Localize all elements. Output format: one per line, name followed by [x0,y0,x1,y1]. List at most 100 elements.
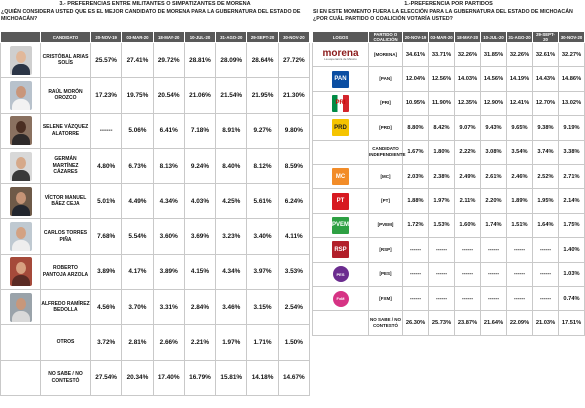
percentage-cell: 1.60% [454,212,481,239]
percentage-cell: 12.41% [506,90,533,117]
logo-text: morena [322,47,359,59]
percentage-cell: 4.11% [277,218,311,255]
logo-cell: PVEM [312,212,369,239]
percentage-cell: 2.20% [480,188,507,214]
percentage-cell: 9.07% [454,115,481,141]
logo-cell [312,139,369,165]
percentage-cell: 1.75% [558,212,585,239]
percentage-cell: 0.74% [558,285,585,312]
photo-head [15,191,26,204]
logo-cell: morena La esperanza de México [312,41,369,68]
photo-torso [11,169,30,181]
panel-question: ¿QUIÉN CONSIDERA USTED QUE ES EL MEJOR C… [1,9,301,22]
candidate-name: RAÚL MORÓN OROZCO [40,77,91,114]
percentage-cell: 25.57% [89,41,123,79]
percentage-cell: 21.54% [215,77,248,114]
party-row: PT [PT] 1.88% 1.97% 2.11% 2.20% 1.89% 1.95% 2.14… [312,188,585,214]
candidate-photo [9,186,32,216]
percentage-cell: 9.43% [480,115,507,141]
percentage-cell: 1.03% [558,261,585,287]
percentage-cell: 2.49% [454,163,481,190]
percentage-cell: 33.71% [428,41,455,68]
panel-title: 3.- PREFERENCIAS ENTRE MILITANTES O SIMP… [59,1,251,7]
party-label: [MC] [368,163,403,190]
percentage-cell: 2.71% [558,163,585,190]
percentage-cell: 7.18% [183,112,217,149]
percentage-cell: 20.54% [152,77,185,114]
date-column-header: 30-NOV-20 [558,31,585,43]
percentage-cell: 4.25% [215,183,248,220]
photo-cell [0,147,41,185]
percentage-cell: ------ [402,261,429,287]
percentage-cell: 3.46% [215,289,248,326]
percentage-cell: 9.65% [506,115,533,141]
party-label: [RSP] [368,237,403,263]
party-label: CANDIDATO INDEPENDIENTE [368,139,406,165]
percentage-cell: 2.03% [402,163,429,190]
percentage-cell: ------ [506,237,533,263]
percentage-cell: 3.15% [246,289,279,326]
party-row: PAN [PAN] 12.04% 12.56% 14.03% 14.56% 14.19% 14… [312,66,585,92]
percentage-cell: 12.70% [532,90,559,117]
rsp-logo: RSP [332,241,349,259]
percentage-cell: 14.19% [506,66,533,92]
percentage-cell: 14.18% [246,359,279,396]
percentage-cell: 23.87% [454,310,481,336]
percentage-cell: 16.79% [183,359,217,396]
percentage-cell: 1.50% [277,324,311,361]
percentage-cell: 1.74% [480,212,507,239]
candidate-row: SELENE VÁZQUEZ ALATORRE ------ 5.06% 6.41% 7… [0,112,311,149]
percentage-cell: 3.54% [506,139,533,165]
party-column-header: PARTIDO O COALICIÓN [368,31,403,43]
percentage-cell: ------ [428,237,455,263]
percentage-cell: 21.03% [532,310,559,336]
pes-logo: PES [332,266,349,283]
photo-head [15,121,26,134]
party-label: [PRD] [368,115,403,141]
percentage-cell: 1.95% [532,188,559,214]
candidate-row: CRISTÓBAL ARIAS SOLÍS 25.57% 27.41% 29.72% 2… [0,41,311,79]
photo-head [15,156,26,169]
percentage-cell: 2.84% [183,289,217,326]
date-column-header: 31-AGO-20 [215,31,248,43]
logos-column-header: LOGOS [312,31,369,43]
percentage-cell: ------ [428,285,455,312]
photo-cell [0,289,41,326]
party-row: PRI [PRI] 10.95% 11.90% 12.35% 12.90% 12.41% 12… [312,90,585,117]
percentage-cell: ------ [402,237,429,263]
percentage-cell: 3.60% [152,218,185,255]
percentage-cell: 3.97% [246,253,279,291]
percentage-cell: 27.72% [277,41,311,79]
percentage-cell: ------ [454,261,481,287]
logo-cell: RSP [312,237,369,263]
percentage-cell: 1.97% [215,324,248,361]
percentage-cell: 11.90% [428,90,455,117]
percentage-cell: ------ [506,285,533,312]
candidate-row: ROBERTO PANTOJA ARZOLA 3.89% 4.17% 3.89% 4.1… [0,253,311,291]
percentage-cell: 1.80% [428,139,455,165]
candidate-name: CRISTÓBAL ARIAS SOLÍS [40,41,91,79]
percentage-cell: 2.66% [152,324,185,361]
percentage-cell: 4.03% [183,183,217,220]
percentage-cell: 2.52% [532,163,559,190]
percentage-cell: 8.12% [246,147,279,185]
percentage-cell: ------ [532,261,559,287]
percentage-cell: 1.51% [506,212,533,239]
percentage-cell: 13.02% [558,90,585,117]
percentage-cell: 1.53% [428,212,455,239]
percentage-cell: 34.61% [402,41,429,68]
party-label: [PT] [368,188,403,214]
percentage-cell: ------ [480,285,507,312]
party-label: [PAN] [368,66,403,92]
candidate-photo [9,116,32,146]
candidate-photo [9,45,32,75]
percentage-cell: 14.43% [532,66,559,92]
candidate-photo [9,292,32,322]
candidate-name: SELENE VÁZQUEZ ALATORRE [40,112,91,149]
party-label: [PRI] [368,90,403,117]
militantes-preference-panel: 3.- PREFERENCIAS ENTRE MILITANTES O SIMP… [0,1,311,396]
percentage-cell: 22.09% [506,310,533,336]
percentage-cell: 21.30% [277,77,311,114]
photo-cell [0,112,41,149]
candidates-table: CANDIDATO 20-NOV-19 03-MAR-20 18-MAY-20 10-J… [0,31,311,396]
